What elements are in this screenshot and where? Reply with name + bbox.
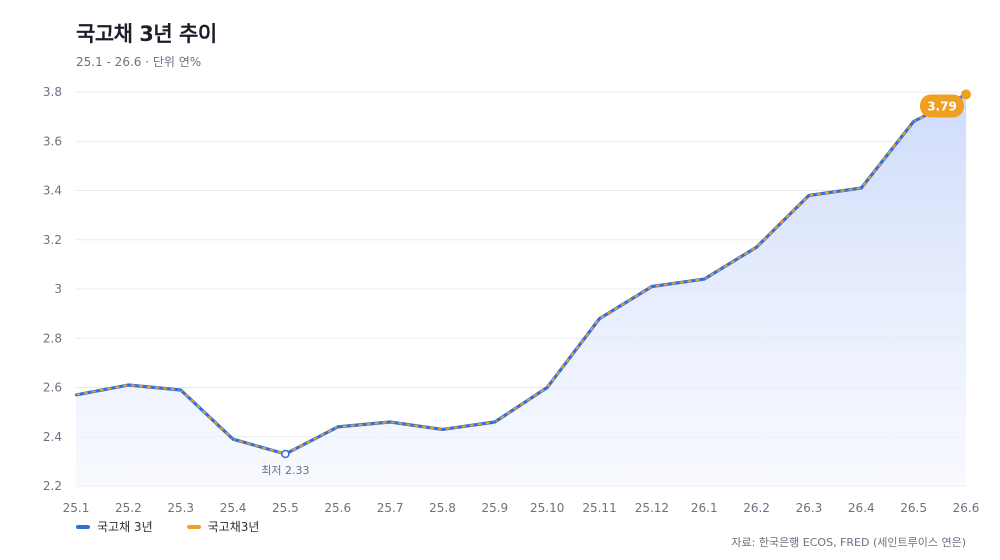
y-tick-label: 2.6: [43, 381, 62, 395]
x-tick-label: 25.2: [115, 501, 142, 515]
y-tick-label: 3.6: [43, 134, 62, 148]
x-tick-label: 25.7: [377, 501, 404, 515]
data-point: [650, 285, 654, 288]
legend-label-series-b: 국고채3년: [207, 520, 260, 534]
data-point: [127, 383, 130, 387]
legend-swatch-series-a: [76, 524, 90, 529]
chart-subtitle: 25.1 - 26.6 · 단위 연%: [76, 55, 202, 69]
data-point: [598, 317, 601, 320]
y-tick-label: 3.2: [43, 233, 62, 247]
x-tick-label: 25.11: [582, 501, 616, 515]
chart-title: 국고채 3년 추이: [76, 22, 217, 46]
data-point: [807, 194, 811, 197]
legend-label-series-a: 국고채 3년: [97, 520, 153, 534]
x-tick-label: 25.12: [635, 501, 669, 515]
y-tick-label: 2.2: [43, 479, 62, 493]
data-point: [703, 277, 706, 281]
data-point: [755, 245, 758, 249]
source-note: 자료: 한국은행 ECOS, FRED (세인트루이스 연은): [731, 536, 966, 549]
legend-swatch-series-b: [186, 524, 201, 529]
x-tick-label: 25.3: [167, 501, 194, 515]
series-line-b: [75, 93, 967, 455]
area-fill: [76, 94, 966, 486]
x-tick-label: 26.6: [953, 501, 980, 515]
y-tick-label: 3.4: [43, 184, 62, 198]
x-tick-label: 25.4: [220, 501, 247, 515]
data-point: [388, 420, 392, 424]
data-point: [231, 438, 235, 441]
last-point-marker: [961, 89, 971, 100]
x-tick-label: 26.5: [900, 501, 927, 515]
data-point: [545, 386, 549, 389]
y-tick-label: 3: [54, 282, 62, 296]
data-point: [179, 388, 182, 392]
legend: 국고채 3년 국고채3년: [76, 518, 259, 535]
x-tick-label: 25.10: [530, 501, 564, 515]
legend-item-series-b[interactable]: 국고채3년: [186, 518, 260, 535]
last-value-callout: [920, 94, 964, 118]
line-chart: 2.22.42.62.833.23.43.63.8 25.1 25.2 25.3 25…: [43, 85, 980, 515]
y-axis-ticks: 2.2 2.4 2.6 2.8 3 3.2 3.4 3.6 3.8: [43, 85, 62, 493]
min-annotation: 최저 2.33: [261, 464, 309, 477]
min-point-marker: [281, 449, 290, 459]
x-tick-label: 25.6: [324, 501, 351, 515]
y-tick-label: 2.4: [43, 430, 62, 444]
x-tick-label: 26.1: [691, 501, 718, 515]
y-tick-label: 3.8: [43, 85, 62, 99]
x-tick-label: 25.8: [429, 501, 456, 515]
data-point: [74, 393, 78, 397]
x-tick-label: 26.3: [796, 501, 823, 515]
data-point: [860, 186, 863, 190]
data-point: [912, 120, 915, 123]
x-tick-label: 26.2: [743, 501, 770, 515]
data-point: [441, 428, 444, 431]
last-value-label: 3.79: [927, 99, 957, 113]
x-tick-label: 25.9: [481, 501, 508, 515]
data-point: [336, 425, 339, 429]
x-tick-label: 25.5: [272, 501, 299, 515]
y-tick-label: 2.8: [43, 331, 62, 345]
x-tick-label: 26.4: [848, 501, 875, 515]
data-point: [493, 420, 497, 424]
x-axis-ticks: 25.1 25.2 25.3 25.4 25.5 25.6 25.7 25.8 25.9 25.1…: [63, 501, 980, 515]
x-tick-label: 25.1: [63, 501, 90, 515]
legend-item-series-a[interactable]: 국고채 3년: [76, 518, 153, 535]
